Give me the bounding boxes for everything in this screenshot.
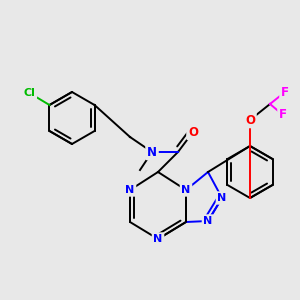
Text: O: O [245,113,255,127]
Text: N: N [182,185,190,195]
Text: N: N [147,146,157,158]
Text: N: N [153,234,163,244]
Text: N: N [203,216,213,226]
Text: F: F [279,109,287,122]
Text: F: F [281,85,289,98]
Text: N: N [125,185,135,195]
Text: O: O [188,125,198,139]
Text: N: N [218,193,226,203]
Text: Cl: Cl [23,88,35,98]
